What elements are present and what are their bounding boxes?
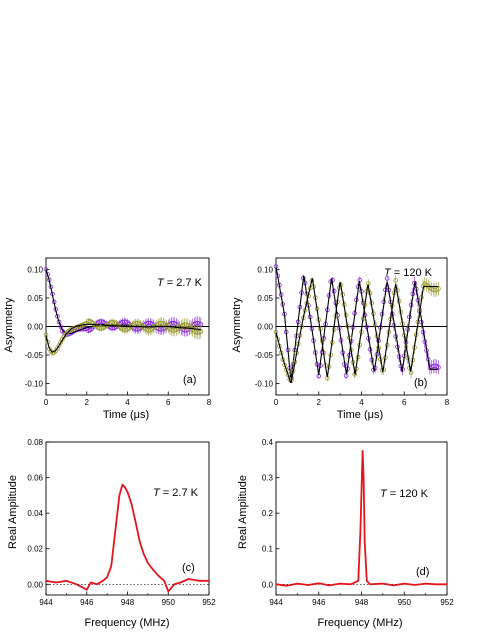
panel-c-label: (c) xyxy=(182,562,195,574)
panel-a-plot: 0 2 4 6 8 0.10 0.05 0.00 -0.05 -0.10 xyxy=(25,257,212,407)
panel-d-y-tick-label: 0.1 xyxy=(262,545,274,554)
panel-c-x-tick-label: 944 xyxy=(39,598,53,607)
panel-c-y-tick-label: 0.02 xyxy=(27,545,43,554)
panel-b-annotation: T = 120 K xyxy=(384,267,433,279)
panel-d-xlabel: Frequency (MHz) xyxy=(318,617,403,629)
panel-a-y-tick-label: -0.05 xyxy=(25,351,44,360)
panel-b-ylabel: Asymmetry xyxy=(231,297,243,353)
panel-c-y-tick-label: 0.00 xyxy=(27,580,43,589)
panel-d-spectrum-line xyxy=(275,450,447,587)
panel-b-y-tick-label: -0.10 xyxy=(255,380,274,389)
panel-d-y-tick-label: 0.4 xyxy=(262,438,274,447)
panel-a-x-tick-label: 4 xyxy=(125,398,130,407)
panel-d-x-tick-label: 944 xyxy=(269,598,283,607)
panel-b-y-tick-label: 0.10 xyxy=(257,265,273,274)
panel-c-annotation: T = 2.7 K xyxy=(153,487,199,499)
panel-a-y-tick-label: -0.10 xyxy=(25,380,44,389)
panel-c-y-tick-label: 0.08 xyxy=(27,438,43,447)
panel-d-x-tick-label: 948 xyxy=(355,598,369,607)
panel-d-y-tick-label: 0.2 xyxy=(262,509,274,518)
panel-a-x-tick-label: 2 xyxy=(85,398,90,407)
panel-b-y-tick-label: 0.05 xyxy=(257,294,273,303)
panel-b-data-point xyxy=(393,278,399,283)
panel-c-spectrum-line xyxy=(45,483,209,593)
panel-b-x-tick-label: 6 xyxy=(402,398,407,407)
panel-c-plot: 944 946 948 950 952 0.08 0.06 0.04 0.02 0.00 xyxy=(27,438,216,607)
panel-b-y-tick-label: -0.05 xyxy=(255,351,274,360)
panel-b-x-tick-label: 2 xyxy=(317,398,322,407)
panel-d-ylabel: Real Amplitude xyxy=(237,475,249,549)
panel-b: Asymmetry Time (μs) T = 120 K (b) 0 2 4 6 80… xyxy=(231,257,450,421)
panel-a-data-point xyxy=(56,319,62,325)
panel-a-x-tick-label: 6 xyxy=(166,398,171,407)
panel-a-fit-line xyxy=(45,323,201,353)
panel-a-data-point xyxy=(198,329,204,334)
panel-d-plot: 944 946 948 950 952 0.4 0.3 0.2 0.1 0.0 xyxy=(262,438,454,607)
panel-c-xlabel: Frequency (MHz) xyxy=(85,617,170,629)
panel-b-plot: 0 2 4 6 8 0.10 0.05 0.00 -0.05 -0.10 xyxy=(255,257,450,407)
panel-a-y-tick-label: 0.10 xyxy=(27,265,43,274)
panel-d-y-tick-label: 0.0 xyxy=(262,580,274,589)
panel-c-x-tick-label: 948 xyxy=(121,598,135,607)
panel-a-x-tick-label: 8 xyxy=(207,398,212,407)
panel-a-xlabel: Time (μs) xyxy=(103,409,149,421)
panel-d-x-tick-label: 946 xyxy=(312,598,326,607)
panel-d-x-tick-label: 952 xyxy=(440,598,454,607)
panel-d-y-tick-label: 0.3 xyxy=(262,474,274,483)
panel-c-y-tick-label: 0.06 xyxy=(27,474,43,483)
panel-b-data-point xyxy=(384,276,390,281)
panel-a-y-tick-label: 0.05 xyxy=(27,294,43,303)
panel-c: Real Amplitude Frequency (MHz) T = 2.7 K… xyxy=(7,438,216,629)
panel-a-y-tick-label: 0.00 xyxy=(27,323,43,332)
panel-b-x-tick-label: 8 xyxy=(445,398,450,407)
panel-b-label: (b) xyxy=(414,377,427,389)
panel-c-x-tick-label: 950 xyxy=(162,598,176,607)
panel-b-x-tick-label: 4 xyxy=(359,398,364,407)
panel-b-fit-line xyxy=(275,266,439,380)
panel-a-ylabel: Asymmetry xyxy=(3,297,15,353)
panel-c-y-tick-label: 0.04 xyxy=(27,509,43,518)
panel-b-y-tick-label: 0.00 xyxy=(257,323,273,332)
panel-a-x-tick-label: 0 xyxy=(44,398,49,407)
panel-b-fit-line xyxy=(275,278,439,384)
panel-a-annotation: T = 2.7 K xyxy=(157,277,203,289)
panel-c-x-tick-label: 952 xyxy=(202,598,216,607)
panel-a-label: (a) xyxy=(183,374,196,386)
panel-b-xlabel: Time (μs) xyxy=(337,409,383,421)
panel-d-annotation: T = 120 K xyxy=(380,488,429,500)
panel-c-x-tick-label: 946 xyxy=(80,598,94,607)
panel-b-data-point xyxy=(436,286,441,291)
panel-d-x-tick-label: 950 xyxy=(398,598,412,607)
panel-c-ylabel: Real Amplitude xyxy=(7,475,19,549)
panel-d-label: (d) xyxy=(416,566,429,578)
panel-a: Asymmetry Time (μs) T = 2.7 K (a) 0 2 4 6 80… xyxy=(3,257,212,421)
panel-d: Real Amplitude Frequency (MHz) T = 120 K… xyxy=(237,438,454,629)
panel-b-x-tick-label: 0 xyxy=(274,398,279,407)
panel-b-data-point xyxy=(436,365,441,370)
